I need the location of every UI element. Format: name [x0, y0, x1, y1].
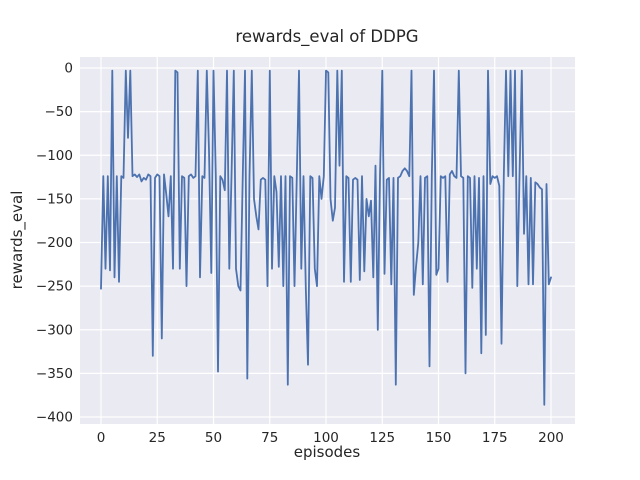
tick-label: −300: [36, 322, 73, 338]
tick-label: −400: [36, 410, 73, 426]
tick-label: 100: [313, 430, 339, 446]
tick-label: 0: [97, 430, 106, 446]
tick-label: 0: [64, 61, 73, 77]
chart-title: rewards_eval of DDPG: [235, 27, 418, 47]
tick-label: 25: [149, 430, 166, 446]
tick-label: 75: [261, 430, 278, 446]
x-tick-labels: 0 25 50 75 100 125 150 175 200: [97, 430, 564, 446]
tick-label: 125: [369, 430, 395, 446]
tick-label: −350: [36, 366, 73, 382]
tick-label: −50: [45, 104, 74, 120]
series-line-rewards-eval: [100, 69, 552, 406]
tick-label: −250: [36, 279, 73, 295]
y-tick-labels: 0 −50 −100 −150 −200 −250 −300 −350 −400: [36, 61, 73, 426]
tick-label: 175: [482, 430, 508, 446]
tick-label: 150: [426, 430, 452, 446]
tick-label: 50: [205, 430, 222, 446]
tick-label: −200: [36, 235, 73, 251]
x-axis-label: episodes: [294, 443, 361, 461]
tick-label: 200: [538, 430, 564, 446]
tick-label: −100: [36, 148, 73, 164]
tick-label: −150: [36, 191, 73, 207]
y-axis-label: rewards_eval: [8, 191, 27, 290]
